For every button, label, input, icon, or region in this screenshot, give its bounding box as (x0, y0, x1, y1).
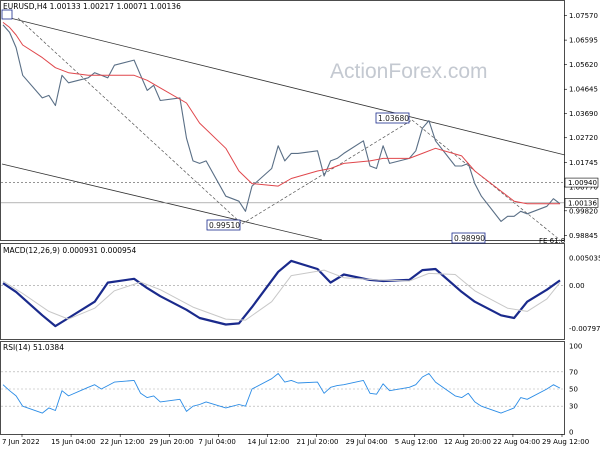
price-tick-label: 0.99820 (569, 207, 598, 215)
channel-upper-line (1, 15, 566, 156)
start-marker-box (1, 9, 13, 20)
price-panel-frame (0, 0, 565, 241)
x-tick-label: 7 Jun 2022 (2, 438, 40, 446)
rsi-series-0 (2, 373, 561, 414)
macd-tick-label: 0.005035 (569, 254, 600, 262)
rsi-tick-label: 0 (569, 429, 573, 437)
last-price-box (564, 198, 599, 208)
rsi-tick-label: 50 (569, 386, 578, 394)
price-tick-label: 1.01745 (569, 159, 598, 167)
price-tick-label: 1.07570 (569, 12, 598, 20)
level-label-box (564, 177, 599, 188)
level-label: 1.00940 (568, 179, 597, 187)
x-tick-label: 7 Jul 04:00 (198, 438, 236, 446)
swing-marker-box (375, 112, 410, 124)
last-price-label: 1.00136 (568, 199, 597, 207)
x-tick-label: 21 Jul 20:00 (297, 438, 339, 446)
projection-line-2 (241, 119, 413, 225)
rsi-tick-label: 30 (569, 403, 578, 411)
x-tick-label: 22 Aug 04:00 (493, 438, 540, 446)
x-tick-label: 22 Jun 12:00 (100, 438, 144, 446)
x-tick-label: 29 Jul 04:00 (346, 438, 388, 446)
macd-panel-title: MACD(12,26,9) 0.000931 0.000954 (3, 246, 137, 255)
rsi-tick-label: 70 (569, 368, 578, 376)
swing-marker-label: 1.03680 (378, 114, 409, 123)
price-tick-label: 1.02720 (569, 134, 598, 142)
price-panel-title: EURUSD,H4 1.00133 1.00217 1.00071 1.0013… (3, 2, 181, 11)
fib-label: FE 61.8 (539, 237, 565, 245)
price-tick-label: 1.06595 (569, 37, 598, 45)
macd-series-1 (2, 269, 561, 321)
price-tick-label: 1.04645 (569, 86, 598, 94)
rsi-panel-frame (0, 341, 565, 435)
price-tick-label: 0.98845 (569, 232, 598, 240)
x-tick-label: 12 Aug 20:00 (444, 438, 491, 446)
macd-panel-frame (0, 243, 565, 340)
swing-marker-box (451, 232, 486, 244)
swing-marker-label: 0.99510 (209, 221, 240, 230)
x-tick-label: 5 Aug 12:00 (395, 438, 438, 446)
macd-series-0 (2, 259, 561, 328)
price-tick-label: 1.03690 (569, 110, 598, 118)
watermark: ActionForex.com (330, 60, 488, 83)
price-series-1 (2, 22, 560, 205)
macd-tick-label: 0.00 (569, 282, 585, 290)
x-tick-label: 29 Jun 20:00 (149, 438, 193, 446)
rsi-panel-title: RSI(14) 51.0384 (3, 343, 64, 352)
swing-marker-box (206, 219, 241, 231)
x-tick-label: 14 Jul 12:00 (247, 438, 289, 446)
macd-tick-label: -0.007973 (569, 325, 600, 333)
rsi-tick-label: 100 (569, 343, 582, 351)
swing-marker-label: 0.98990 (454, 234, 485, 243)
x-tick-label: 29 Aug 12:00 (542, 438, 589, 446)
price-series-0 (2, 24, 561, 222)
projection-line-1 (17, 17, 243, 225)
x-tick-label: 15 Jun 04:00 (51, 438, 95, 446)
price-tick-label: 1.05620 (569, 61, 598, 69)
channel-lower-line (1, 163, 323, 241)
